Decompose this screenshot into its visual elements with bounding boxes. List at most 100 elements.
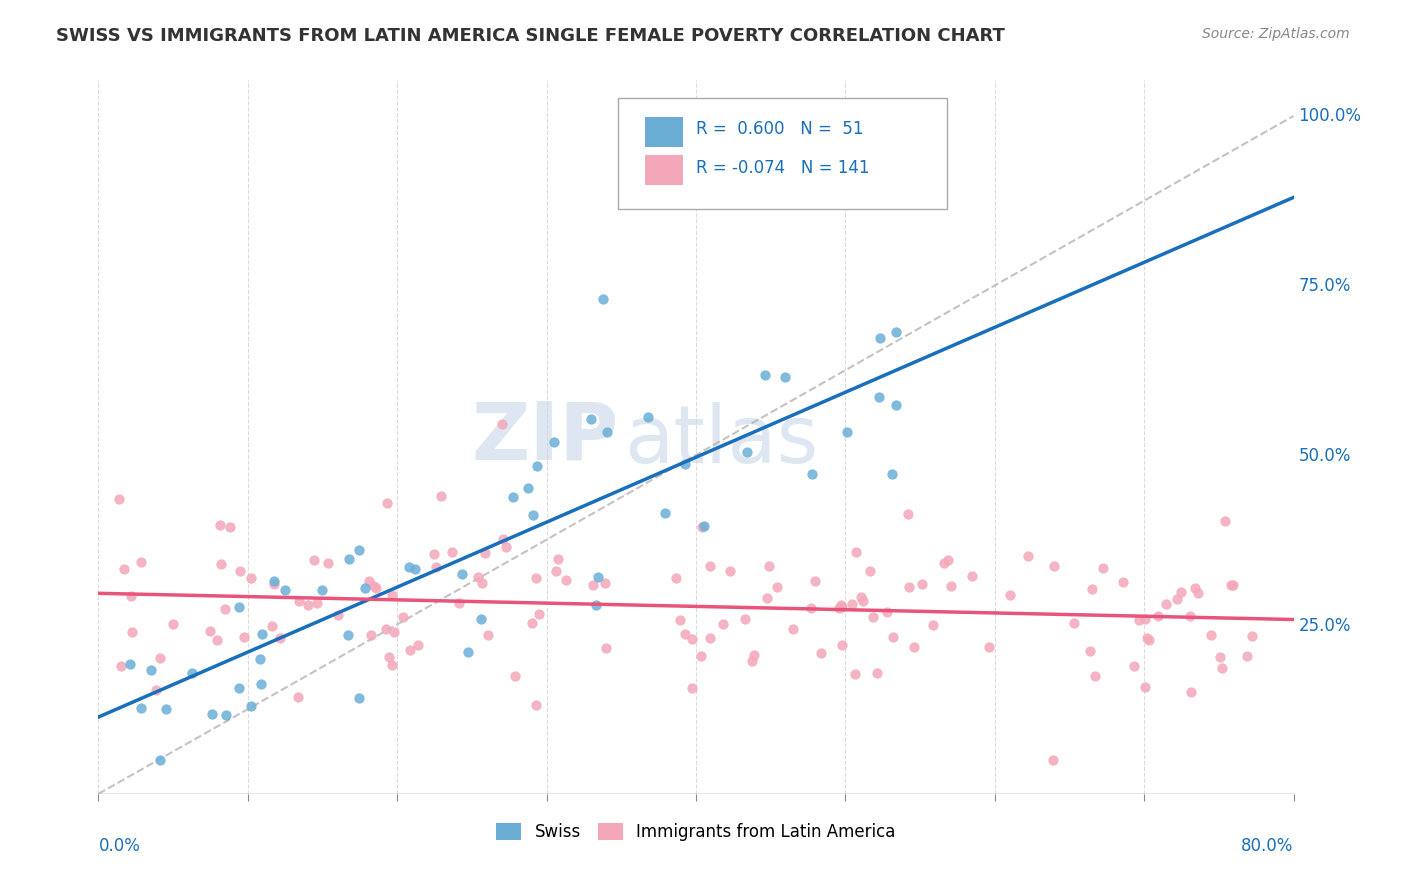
Point (526, 458, 548, 473)
Point (347, 690, 370, 705)
Point (766, 580, 789, 594)
Point (758, 559, 780, 574)
Point (209, 517, 232, 532)
Point (405, 562, 427, 576)
Point (831, 638, 853, 652)
Text: 80.0%: 80.0% (1241, 837, 1294, 855)
Point (249, 652, 271, 666)
Point (1083, 669, 1105, 683)
Point (232, 630, 254, 644)
Point (862, 610, 884, 624)
Point (149, 651, 172, 665)
Point (1166, 591, 1188, 606)
Point (214, 602, 236, 616)
Point (517, 481, 540, 495)
Point (979, 640, 1001, 655)
Point (423, 548, 446, 562)
Point (1063, 616, 1085, 631)
Point (1135, 680, 1157, 694)
Point (162, 617, 184, 632)
Point (425, 560, 447, 574)
Point (441, 544, 464, 558)
Point (118, 657, 141, 671)
Point (337, 628, 360, 642)
Point (526, 698, 548, 712)
Point (581, 412, 603, 426)
Point (477, 628, 499, 642)
Point (215, 708, 238, 723)
Point (1236, 648, 1258, 663)
Point (495, 541, 517, 555)
Point (876, 606, 898, 620)
Point (1199, 628, 1222, 642)
Point (1213, 514, 1236, 528)
Point (240, 572, 263, 586)
Point (1137, 633, 1160, 648)
Point (547, 552, 569, 566)
Point (252, 627, 274, 641)
Point (471, 576, 494, 591)
Point (181, 665, 204, 680)
Point (1170, 584, 1192, 599)
Point (121, 624, 143, 639)
Point (250, 677, 273, 691)
Point (209, 557, 232, 571)
Point (1092, 561, 1115, 575)
Point (353, 581, 375, 595)
Point (1081, 582, 1104, 596)
Point (239, 699, 262, 714)
Point (593, 575, 616, 590)
Point (585, 599, 607, 613)
FancyBboxPatch shape (619, 98, 948, 209)
Point (228, 681, 250, 695)
Point (554, 573, 576, 587)
Point (449, 596, 471, 610)
Point (1180, 685, 1202, 699)
Point (269, 631, 291, 645)
Point (869, 331, 891, 345)
Point (841, 598, 863, 612)
Point (1147, 609, 1170, 624)
Point (654, 506, 676, 520)
Text: R =  0.600   N =  51: R = 0.600 N = 51 (696, 120, 863, 137)
Point (911, 577, 934, 591)
Point (457, 645, 479, 659)
Point (524, 571, 547, 585)
Point (205, 633, 228, 648)
Point (474, 546, 496, 560)
Point (302, 553, 325, 567)
Bar (644, 117, 683, 146)
Point (711, 616, 734, 631)
Point (1180, 609, 1202, 624)
Point (934, 557, 956, 571)
Point (307, 596, 329, 610)
Point (1135, 612, 1157, 626)
Point (831, 600, 853, 615)
Point (326, 607, 349, 622)
Point (378, 649, 401, 664)
Point (520, 616, 543, 631)
Point (381, 588, 404, 602)
Point (364, 581, 387, 595)
Point (882, 630, 904, 644)
Point (363, 579, 385, 593)
Point (357, 574, 380, 588)
Point (681, 681, 703, 695)
Point (828, 601, 851, 615)
Point (734, 612, 756, 626)
Legend: Swiss, Immigrants from Latin America: Swiss, Immigrants from Latin America (488, 815, 904, 850)
Point (288, 593, 311, 607)
Point (903, 640, 925, 655)
Point (588, 570, 610, 584)
Point (741, 654, 763, 668)
Point (380, 657, 402, 672)
Point (852, 593, 875, 607)
Point (1111, 574, 1133, 589)
Point (859, 565, 882, 579)
Point (1042, 753, 1064, 767)
Point (145, 683, 167, 698)
Point (1187, 586, 1209, 600)
Point (360, 628, 382, 642)
Text: 0.0%: 0.0% (98, 837, 141, 855)
Point (1136, 631, 1159, 645)
